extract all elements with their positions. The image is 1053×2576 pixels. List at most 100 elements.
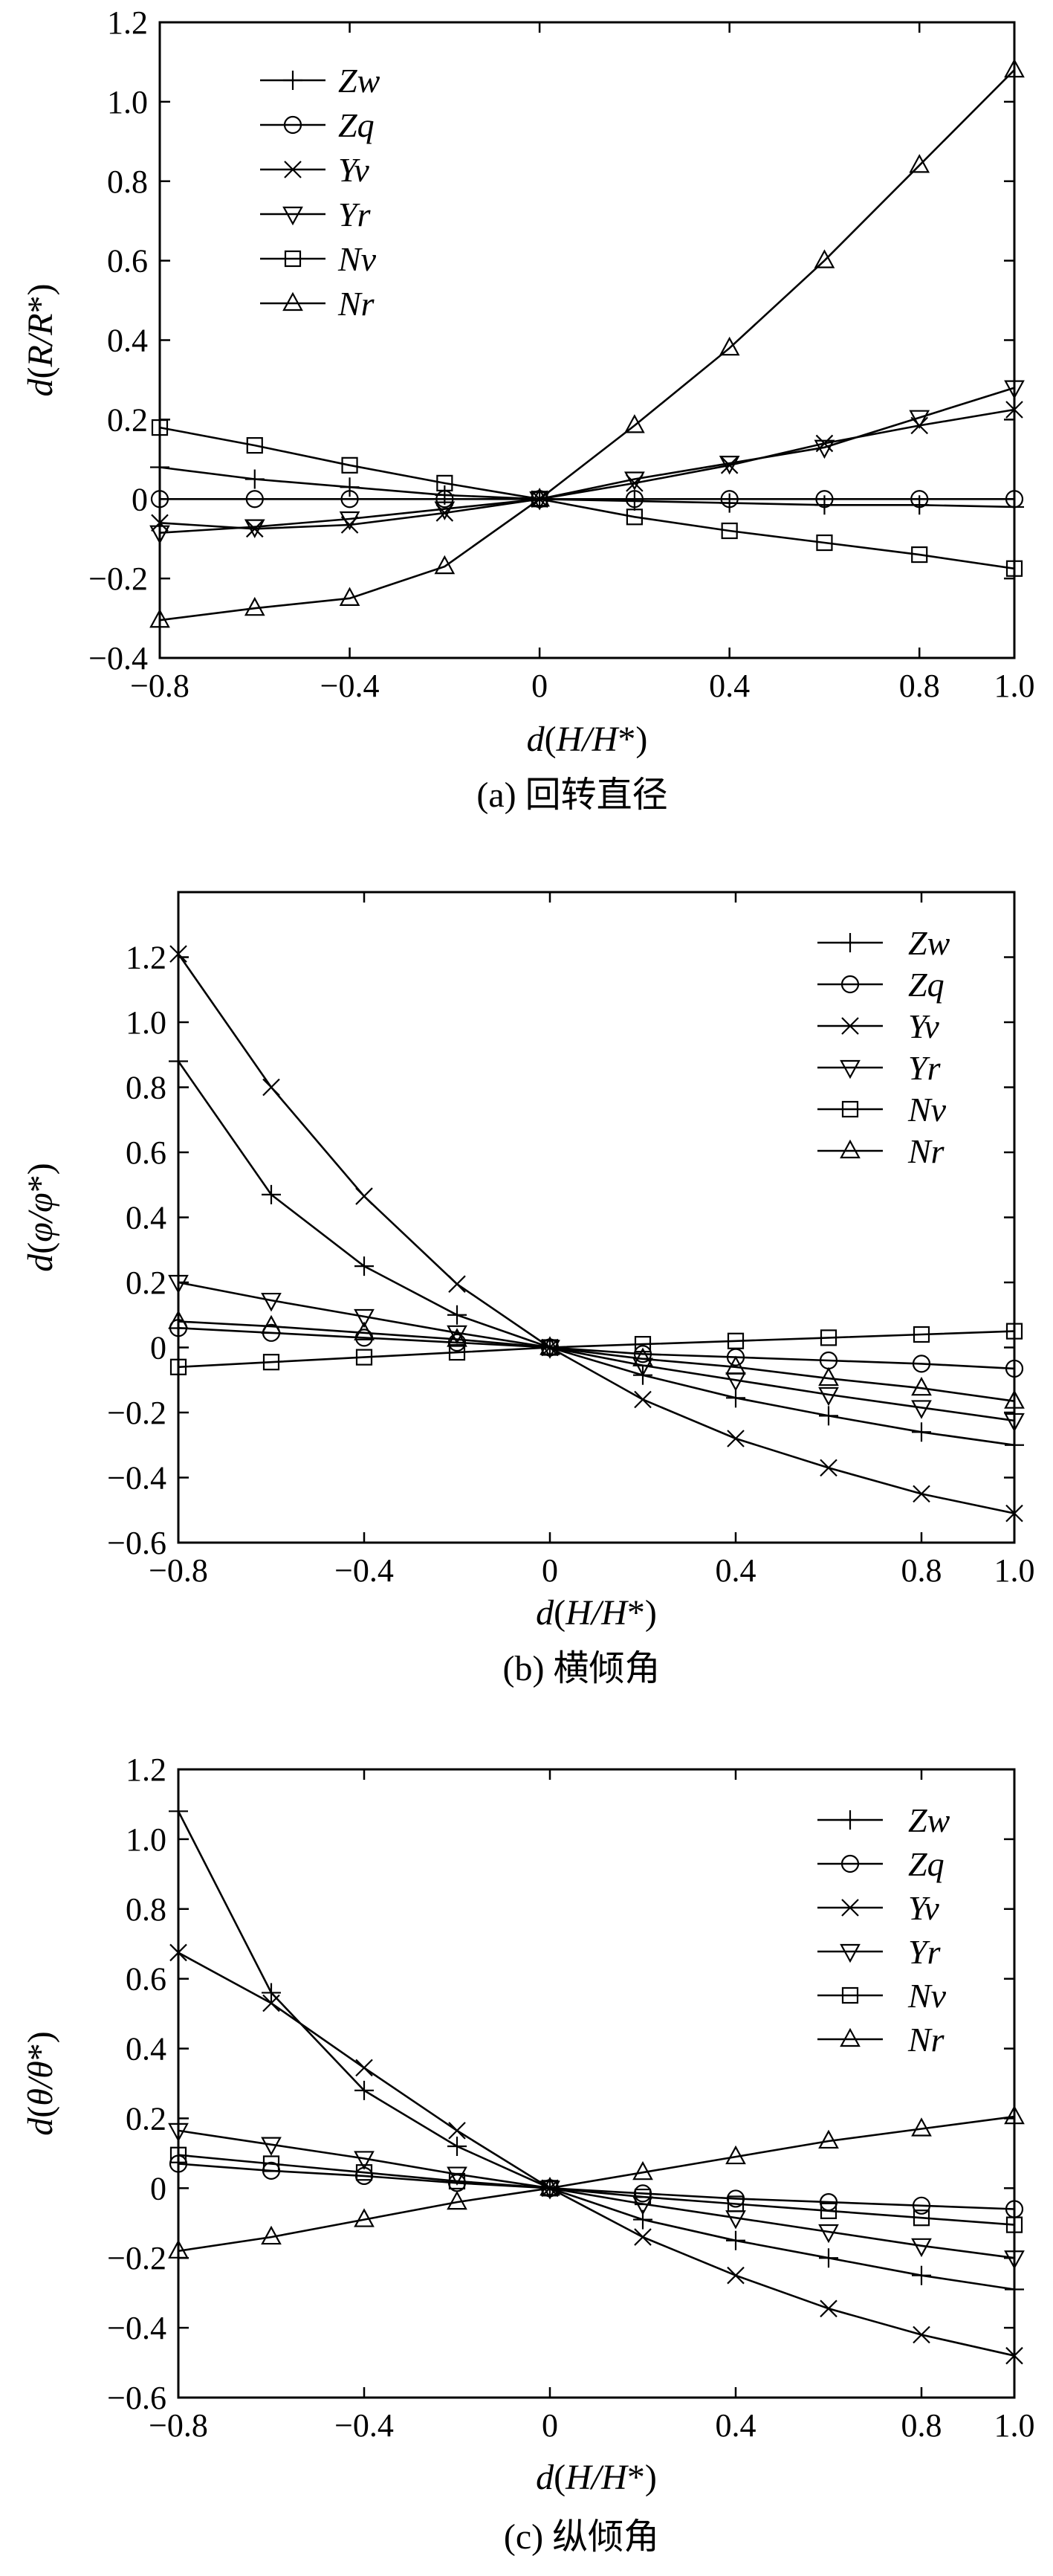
data-point-Zw: [447, 2137, 467, 2156]
data-point-Nr: [168, 2239, 189, 2259]
data-point-Nv: [448, 1343, 466, 1361]
series-line-Yr: [159, 387, 1015, 534]
x-axis-label-close: ): [645, 1593, 657, 1633]
x-tick-label: 1.0: [994, 1552, 1035, 1589]
data-point-Yv: [720, 456, 739, 474]
y-axis-label-star: *: [21, 296, 60, 314]
legend-label: Zw: [908, 924, 950, 962]
plot-frame: [177, 891, 1016, 1544]
data-point-Nr: [529, 487, 550, 507]
y-tick-label: 0.2: [126, 1265, 166, 1301]
data-point-Nv: [911, 546, 928, 564]
series-line-Yv: [159, 408, 1015, 530]
data-point-Nr: [540, 1336, 560, 1355]
x-axis-label: d(H/H*): [536, 2458, 657, 2497]
legend-marker: [283, 115, 302, 135]
y-tick-label: 0.8: [107, 164, 148, 200]
data-point-Nv: [721, 522, 738, 540]
legend-marker: [841, 1017, 859, 1035]
data-point-Zq: [912, 2196, 931, 2215]
series-line-Yv: [178, 1952, 1015, 2357]
data-point-Zq: [720, 490, 739, 509]
data-point-Yr: [354, 1308, 375, 1329]
legend-entry-Zw: Zw: [260, 62, 380, 100]
data-point-Yv: [262, 1994, 280, 2012]
legend-entry-Yr: Yr: [260, 196, 372, 233]
data-point-Yr: [1004, 2250, 1025, 2270]
data-point-Nv: [355, 1349, 373, 1366]
data-point-Nv: [816, 534, 833, 552]
series-line-Zq: [178, 1327, 1015, 1370]
series-Yv: [169, 1943, 1023, 2365]
x-tick-label: −0.4: [334, 1552, 394, 1589]
series-Nr: [168, 1310, 1025, 1409]
data-point-Zw: [262, 1983, 281, 2003]
legend-marker: [840, 1059, 861, 1079]
data-point-Yr: [261, 2137, 282, 2156]
y-tick-label: −0.6: [107, 1525, 166, 1561]
data-point-Zw: [354, 2080, 374, 2100]
y-tick-label: 0.8: [126, 1070, 166, 1106]
data-point-Yr: [814, 439, 835, 459]
y-tick-label: 1.2: [107, 4, 148, 41]
legend-entry-Nr: Nr: [260, 285, 375, 323]
series-Zw: [169, 1051, 1024, 1455]
x-tick-label: 0: [542, 1552, 558, 1589]
y-tick-label: −0.4: [107, 1460, 166, 1497]
series-line-Zw: [177, 1060, 1015, 1447]
x-tick-label: 0.8: [901, 1552, 942, 1589]
legend-label: Nr: [907, 2021, 945, 2059]
data-point-Zq: [245, 490, 264, 509]
legend-entry-Nv: Nv: [260, 240, 377, 278]
legend-label: Yv: [908, 1007, 939, 1045]
y-axis-label-d: d: [21, 378, 60, 396]
data-point-Yv: [151, 514, 169, 532]
data-point-Zw: [244, 469, 265, 489]
series-Nv: [151, 419, 1023, 577]
data-point-Nr: [261, 1314, 282, 1334]
y-tick-label: 0: [150, 1330, 166, 1366]
series-Nv: [169, 1323, 1023, 1375]
legend-marker: [840, 2027, 861, 2047]
legend-marker: [284, 250, 302, 268]
y-tick-label: 0.2: [126, 2100, 166, 2137]
x-tick-label: 0.4: [716, 1552, 756, 1589]
x-tick-label: −0.4: [334, 2407, 394, 2444]
data-point-Nv: [913, 1326, 930, 1343]
data-point-Nr: [911, 2117, 932, 2137]
data-point-Nr: [354, 2208, 375, 2227]
data-point-Yr: [339, 511, 360, 531]
data-point-Nv: [355, 2164, 373, 2181]
data-point-Nv: [634, 2188, 652, 2206]
series-line-Nv: [178, 2154, 1015, 2226]
data-point-Yr: [818, 2224, 839, 2244]
data-point-Nr: [149, 608, 170, 628]
y-axis-label-close: ): [21, 2031, 60, 2043]
legend-entry-Zq: Zq: [817, 1845, 945, 1883]
legend-entry-Yv: Yv: [817, 1007, 939, 1045]
x-axis-label-d: d: [527, 720, 545, 759]
series-Yr: [168, 2123, 1025, 2270]
y-tick-label: 1.0: [126, 1004, 166, 1041]
x-axis-label-star: *: [627, 1593, 645, 1633]
data-point-Zw: [262, 1184, 281, 1204]
x-tick-label: 0: [531, 668, 548, 704]
legend-marker: [841, 1899, 859, 1917]
data-point-Yr: [447, 2166, 467, 2186]
data-point-Yr: [354, 2151, 375, 2170]
y-tick-label: 1.2: [126, 1752, 166, 1788]
data-point-Yr: [818, 1387, 839, 1407]
plot-frame: [177, 1768, 1016, 2399]
legend-entry-Nr: Nr: [817, 1132, 945, 1170]
series-line-Yv: [177, 953, 1015, 1514]
series-line-Yr: [178, 1281, 1015, 1422]
data-point-Zw: [354, 1256, 374, 1276]
series-line-Nv: [178, 1330, 1015, 1369]
data-point-Zw: [150, 457, 169, 477]
y-axis-label-d: d: [21, 2117, 60, 2136]
y-axis-label-star: *: [21, 2043, 60, 2061]
data-point-Zw: [340, 477, 360, 497]
data-point-Nr: [1004, 58, 1025, 78]
legend-entry-Yv: Yv: [817, 1889, 939, 1927]
